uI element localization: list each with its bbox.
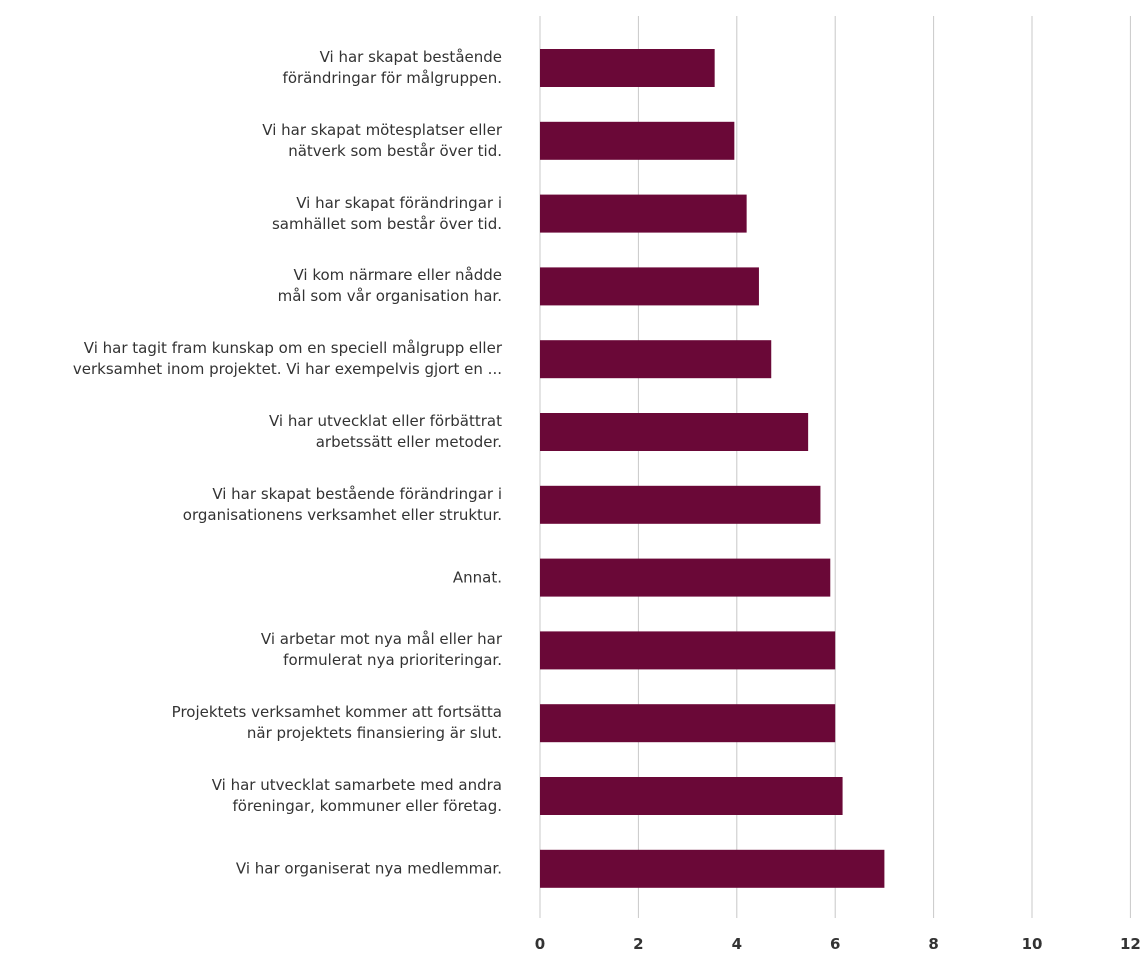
category-label-3: Vi har skapat förändringar i samhället so… bbox=[0, 193, 502, 235]
category-label-line: Vi har skapat bestående förändringar i bbox=[212, 484, 502, 503]
category-label-line: Vi har skapat bestående bbox=[319, 48, 502, 66]
category-label-line: samhället som består över tid. bbox=[271, 214, 502, 233]
bar-6 bbox=[540, 413, 809, 451]
category-label-line: Vi kom närmare eller nådde bbox=[293, 266, 502, 285]
category-label-1: Vi har skapat bestående förändringar för … bbox=[0, 47, 502, 89]
x-tick-label-8: 8 bbox=[928, 935, 939, 953]
x-tick-label-10: 10 bbox=[1021, 935, 1043, 953]
bar-12 bbox=[540, 849, 885, 888]
x-tick-label-0: 0 bbox=[534, 935, 546, 953]
category-label-4: Vi kom närmare eller nådde mål som vår or… bbox=[0, 265, 502, 307]
x-tick-label-2: 2 bbox=[633, 935, 644, 953]
category-label-line: organisationens verksamhet eller struktu… bbox=[182, 505, 502, 524]
category-label-line: Vi har skapat förändringar i bbox=[296, 193, 502, 212]
category-label-line: Vi har organiserat nya medlemmar. bbox=[235, 859, 502, 878]
category-label-line: föreningar, kommuner eller företag. bbox=[232, 797, 502, 815]
category-label-10: Projektets verksamhet kommer att fortsät… bbox=[0, 702, 502, 744]
category-label-line: nätverk som består över tid. bbox=[288, 141, 502, 160]
category-label-8: Annat. bbox=[0, 567, 502, 588]
category-label-9: Vi arbetar mot nya mål eller har formuler… bbox=[0, 629, 502, 671]
bar-2 bbox=[540, 121, 735, 160]
bar-10 bbox=[540, 704, 836, 743]
bar-3 bbox=[540, 194, 747, 233]
category-label-line: Vi arbetar mot nya mål eller har bbox=[260, 630, 502, 649]
category-label-line: förändringar för målgruppen. bbox=[282, 69, 502, 87]
category-label-line: Vi har skapat mötesplatser eller bbox=[262, 120, 502, 139]
category-label-2: Vi har skapat mötesplatser eller nätverk … bbox=[0, 120, 502, 162]
bar-11 bbox=[540, 777, 843, 815]
category-label-line: Vi har utvecklat eller förbättrat bbox=[268, 412, 502, 430]
category-label-line: mål som vår organisation har. bbox=[277, 287, 502, 306]
category-label-line: när projektets finansiering är slut. bbox=[246, 724, 502, 743]
x-tick-label-12: 12 bbox=[1119, 935, 1141, 953]
bar-5 bbox=[540, 340, 772, 379]
bar-1 bbox=[540, 49, 715, 87]
category-label-line: Vi har tagit fram kunskap om en speciell… bbox=[83, 339, 502, 358]
category-label-5: Vi har tagit fram kunskap om en speciell… bbox=[0, 338, 502, 380]
category-label-11: Vi har utvecklat samarbete med andra före… bbox=[0, 775, 502, 817]
category-label-line: Vi har utvecklat samarbete med andra bbox=[211, 776, 502, 794]
bar-9 bbox=[540, 631, 836, 670]
bar-7 bbox=[540, 485, 821, 524]
x-tick-label-4: 4 bbox=[731, 935, 743, 953]
category-label-line: Projektets verksamhet kommer att fortsät… bbox=[171, 703, 502, 722]
category-label-line: verksamhet inom projektet. Vi har exempe… bbox=[72, 360, 502, 379]
category-label-6: Vi har utvecklat eller förbättrat arbetss… bbox=[0, 411, 502, 453]
x-tick-label-6: 6 bbox=[829, 935, 841, 953]
category-label-line: arbetssätt eller metoder. bbox=[315, 433, 502, 451]
bar-4 bbox=[540, 267, 759, 306]
category-label-line: formulerat nya prioriteringar. bbox=[283, 651, 502, 670]
bar-8 bbox=[540, 558, 831, 597]
category-label-line: Annat. bbox=[452, 568, 502, 587]
category-label-12: Vi har organiserat nya medlemmar. bbox=[0, 858, 502, 879]
category-label-7: Vi har skapat bestående förändringar i or… bbox=[0, 484, 502, 526]
